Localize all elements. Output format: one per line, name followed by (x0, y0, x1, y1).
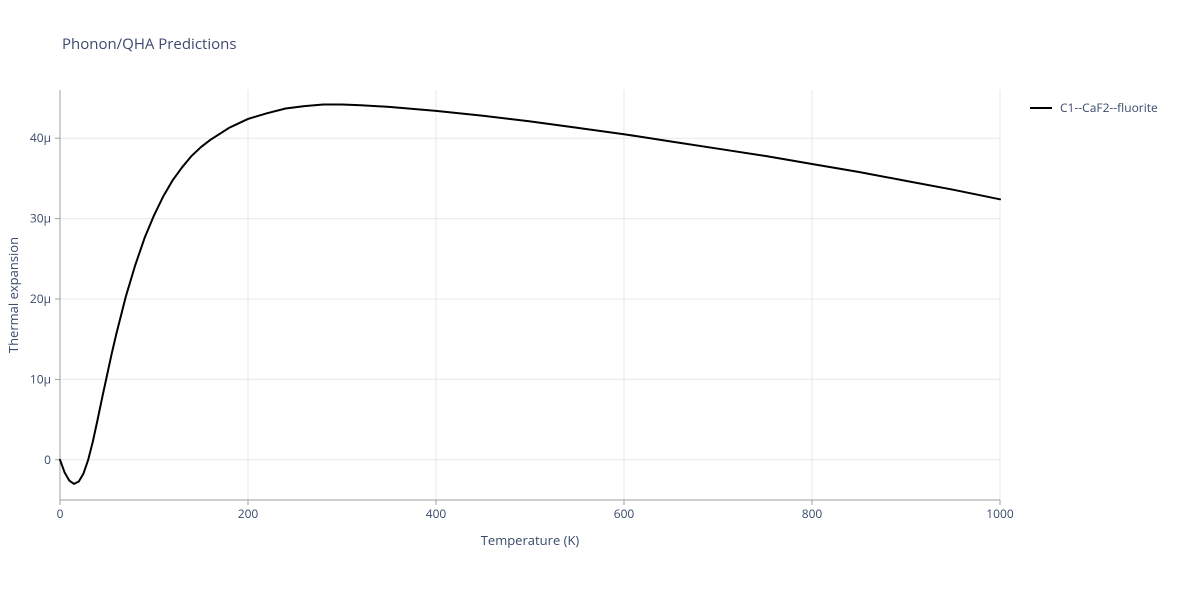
x-axis-label: Temperature (K) (481, 531, 580, 549)
series-line (60, 104, 1000, 483)
x-tick-label: 200 (238, 505, 259, 522)
x-tick-label: 1000 (986, 505, 1014, 522)
y-axis-label: Thermal expansion (4, 237, 22, 353)
y-tick-label: 0 (44, 451, 51, 468)
x-tick-label: 600 (614, 505, 635, 522)
legend-label: C1--CaF2--fluorite (1060, 99, 1158, 116)
y-tick-label: 20μ (30, 290, 51, 307)
y-tick-label: 30μ (30, 210, 51, 227)
y-tick-label: 40μ (30, 129, 51, 146)
x-tick-label: 800 (802, 505, 823, 522)
chart-container: Phonon/QHA Predictions 0 200 400 600 800 1000… (0, 0, 1200, 600)
chart-title: Phonon/QHA Predictions (62, 34, 237, 54)
x-tick-label: 0 (57, 505, 64, 522)
x-tick-label: 400 (426, 505, 447, 522)
y-tick-label: 10μ (30, 370, 51, 387)
line-chart: 0 200 400 600 800 1000 0 10μ 20μ 30μ 40μ Temperatur… (0, 0, 1200, 600)
